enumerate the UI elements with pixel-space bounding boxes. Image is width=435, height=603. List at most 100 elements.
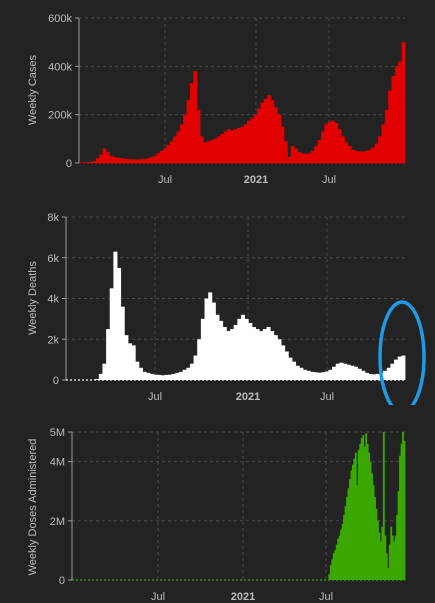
bar [381, 124, 386, 163]
bar [375, 508, 378, 580]
bar [219, 320, 224, 380]
bar [139, 159, 144, 163]
bar [237, 318, 242, 380]
bar [223, 131, 228, 163]
bar [105, 152, 110, 163]
y-tick-label: 4M [50, 457, 65, 469]
bar [343, 514, 345, 580]
bar [329, 565, 332, 580]
bar [334, 123, 339, 163]
bar [236, 127, 241, 163]
bar [200, 318, 205, 380]
bar [113, 251, 118, 380]
bar [332, 553, 335, 580]
bar [142, 371, 147, 380]
bar [324, 371, 329, 380]
bar [156, 153, 161, 163]
bar [164, 374, 169, 380]
bar [304, 153, 308, 163]
bar [343, 363, 348, 380]
bar [364, 372, 369, 380]
y-tick-label: 4k [47, 294, 59, 306]
bar [149, 156, 154, 163]
bar [372, 485, 375, 580]
bar [226, 331, 231, 380]
bar [364, 150, 369, 163]
bar [402, 432, 404, 580]
bar [313, 372, 318, 380]
bar [153, 374, 158, 380]
bar [280, 126, 285, 163]
bar [284, 141, 288, 163]
bar [346, 497, 348, 580]
bar [210, 140, 214, 163]
bar [253, 114, 258, 163]
bar [233, 324, 238, 380]
bar [337, 129, 342, 163]
bar [135, 361, 140, 380]
bar [277, 339, 282, 380]
bar [368, 149, 372, 163]
bar [230, 329, 235, 380]
bar [157, 374, 162, 380]
bar [377, 520, 379, 580]
bar [361, 370, 366, 380]
bar [186, 367, 191, 380]
bar [244, 318, 249, 380]
y-tick-label: 5M [50, 427, 65, 439]
bar [306, 370, 311, 380]
y-axis-label: Weekly Deaths [27, 261, 39, 335]
bar [179, 124, 184, 163]
bar [356, 485, 359, 580]
y-tick-label: 0 [59, 575, 65, 587]
bar [259, 331, 264, 380]
bar [183, 114, 187, 163]
bar [193, 71, 198, 163]
bar [369, 461, 372, 580]
bar [160, 375, 165, 380]
bar [339, 362, 344, 380]
bar [142, 158, 147, 163]
bar [397, 491, 400, 580]
bar [372, 374, 377, 380]
bar [230, 130, 234, 163]
bar [368, 373, 373, 380]
bar [193, 355, 198, 380]
bar [138, 367, 143, 380]
bar [391, 76, 396, 163]
bar [388, 90, 392, 163]
bar [222, 327, 227, 380]
bar [382, 432, 385, 580]
bar [350, 365, 355, 380]
bar [394, 535, 397, 580]
bar [102, 363, 107, 380]
bar [159, 150, 164, 163]
bar [124, 335, 129, 380]
bar [357, 151, 362, 163]
y-tick-label: 0 [53, 375, 59, 387]
x-tick-label: Jul [320, 391, 334, 403]
bar [384, 109, 389, 163]
bar [163, 148, 167, 163]
bar [334, 550, 337, 580]
bar [233, 129, 238, 163]
x-tick-label: 2021 [231, 591, 255, 603]
bar [390, 363, 395, 380]
bar [331, 559, 334, 580]
bar [99, 154, 103, 163]
bar [400, 443, 403, 580]
bar [290, 146, 295, 163]
bar [294, 148, 298, 163]
bar [213, 138, 218, 163]
bar [397, 356, 402, 380]
bar [112, 156, 117, 163]
bar [357, 449, 360, 580]
bar [332, 366, 337, 380]
weekly-cases-chart: 0 200k 400k 600k Weekly Cases Jul 2021 Jul [27, 13, 406, 186]
bar [310, 371, 315, 380]
bar [199, 136, 204, 163]
y-axis-label: Weekly Cases [27, 54, 39, 125]
bar [347, 488, 350, 580]
bar [300, 153, 305, 163]
bar [338, 535, 341, 580]
